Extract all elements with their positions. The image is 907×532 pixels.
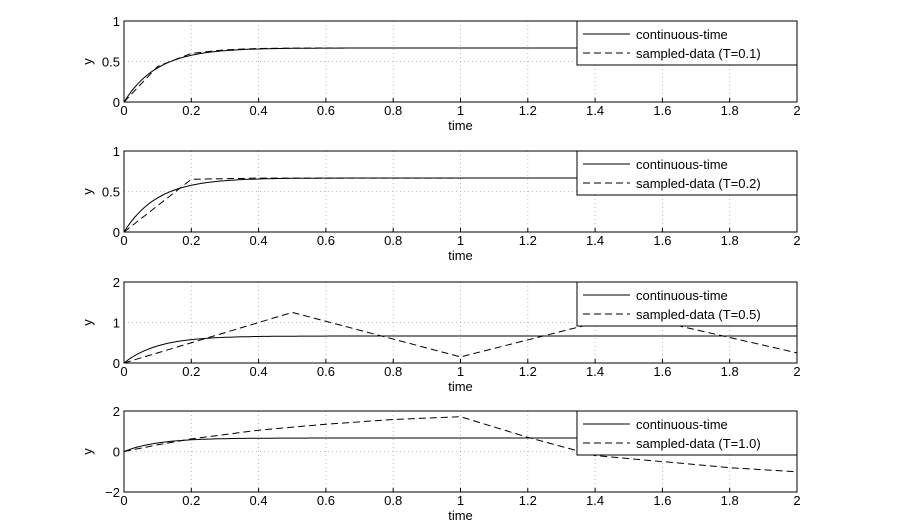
x-tick-label: 1 <box>457 233 464 248</box>
legend: continuous-time sampled-data (T=0.1) <box>576 20 798 66</box>
x-tick-label: 2 <box>793 493 800 508</box>
x-tick-label: 0.8 <box>384 493 402 508</box>
x-axis-label: time <box>448 508 473 523</box>
x-tick-label: 0.2 <box>182 364 200 379</box>
x-tick-label: 0.8 <box>384 364 402 379</box>
x-tick-label: 1 <box>457 364 464 379</box>
x-tick-label: 0.6 <box>317 233 335 248</box>
legend: continuous-time sampled-data (T=0.5) <box>576 281 798 327</box>
series-sampled-data <box>123 47 797 103</box>
subplot-2: 0 0.2 0.4 0.6 0.8 1 1.2 1.4 1.6 1.8 200.51timeycon… <box>80 144 801 263</box>
legend-box <box>576 150 798 196</box>
y-axis-label: y <box>80 448 95 455</box>
legend-label: sampled-data (T=0.5) <box>636 307 761 322</box>
x-tick-label: 1 <box>457 493 464 508</box>
legend: continuous-time sampled-data (T=1.0) <box>576 410 798 456</box>
y-tick-label: 1 <box>113 144 120 159</box>
x-tick-label: 0.4 <box>250 103 268 118</box>
x-axis-label: time <box>448 248 473 263</box>
y-tick-label: 1 <box>113 14 120 29</box>
x-tick-label: 0.6 <box>317 493 335 508</box>
x-tick-label: 0 <box>120 493 127 508</box>
x-tick-label: 0.4 <box>250 233 268 248</box>
legend-box <box>576 410 798 456</box>
x-tick-label: 1.6 <box>653 364 671 379</box>
x-tick-label: 0.4 <box>250 493 268 508</box>
x-tick-label: 1.2 <box>519 493 537 508</box>
legend-label: sampled-data (T=1.0) <box>636 436 761 451</box>
subplot-4: 0 0.2 0.4 0.6 0.8 1 1.2 1.4 1.6 1.8 2−202timeycont… <box>80 404 801 523</box>
x-tick-label: 0 <box>120 364 127 379</box>
x-tick-label: 0.4 <box>250 364 268 379</box>
x-tick-label: 1.2 <box>519 103 537 118</box>
x-tick-label: 2 <box>793 233 800 248</box>
x-axis-label: time <box>448 118 473 133</box>
x-tick-label: 1.8 <box>721 364 739 379</box>
subplot-1: 0 0.2 0.4 0.6 0.8 1 1.2 1.4 1.6 1.8 200.51timeycon… <box>80 14 801 133</box>
legend-label: sampled-data (T=0.2) <box>636 176 761 191</box>
series-continuous-time <box>123 335 797 364</box>
legend-label: continuous-time <box>636 157 728 172</box>
y-tick-label: 0.5 <box>102 185 120 200</box>
legend: continuous-time sampled-data (T=0.2) <box>576 150 798 196</box>
legend-label: continuous-time <box>636 27 728 42</box>
y-tick-label: 2 <box>113 275 120 290</box>
legend-box <box>576 281 798 327</box>
x-tick-label: 1.4 <box>586 493 604 508</box>
legend-label: continuous-time <box>636 288 728 303</box>
y-axis-label: y <box>80 58 95 65</box>
x-tick-label: 1.8 <box>721 233 739 248</box>
y-tick-label: 2 <box>113 404 120 419</box>
y-axis-label: y <box>80 188 95 195</box>
y-axis-label: y <box>80 319 95 326</box>
legend-label: continuous-time <box>636 417 728 432</box>
x-tick-label: 1.6 <box>653 233 671 248</box>
y-tick-label: 0 <box>113 225 120 240</box>
y-tick-label: 0 <box>113 95 120 110</box>
x-tick-label: 1.2 <box>519 233 537 248</box>
x-tick-label: 1 <box>457 103 464 118</box>
x-tick-label: 2 <box>793 103 800 118</box>
x-axis-label: time <box>448 379 473 394</box>
y-tick-label: 0.5 <box>102 55 120 70</box>
y-tick-label: 0 <box>113 445 120 460</box>
legend-label: sampled-data (T=0.1) <box>636 46 761 61</box>
x-tick-label: 0.6 <box>317 103 335 118</box>
x-tick-label: 0.6 <box>317 364 335 379</box>
x-tick-label: 1.8 <box>721 493 739 508</box>
x-tick-label: 0.2 <box>182 233 200 248</box>
x-tick-label: 0 <box>120 233 127 248</box>
x-tick-label: 1.4 <box>586 233 604 248</box>
x-tick-label: 1.6 <box>653 103 671 118</box>
y-tick-label: 0 <box>113 356 120 371</box>
series-sampled-data <box>123 177 798 233</box>
x-tick-label: 1.2 <box>519 364 537 379</box>
x-tick-label: 1.8 <box>721 103 739 118</box>
x-tick-label: 1.4 <box>586 364 604 379</box>
x-tick-label: 0.2 <box>182 493 200 508</box>
x-tick-label: 1.4 <box>586 103 604 118</box>
y-tick-label: 1 <box>113 316 120 331</box>
x-tick-label: 1.6 <box>653 493 671 508</box>
x-tick-label: 0 <box>120 103 127 118</box>
legend-box <box>576 20 798 66</box>
x-tick-label: 0.2 <box>182 103 200 118</box>
x-tick-label: 2 <box>793 364 800 379</box>
y-tick-label: −2 <box>105 485 120 500</box>
x-tick-label: 0.8 <box>384 103 402 118</box>
x-tick-label: 0.8 <box>384 233 402 248</box>
subplot-3: 0 0.2 0.4 0.6 0.8 1 1.2 1.4 1.6 1.8 2 0 1 2 time y conti… <box>80 275 801 394</box>
